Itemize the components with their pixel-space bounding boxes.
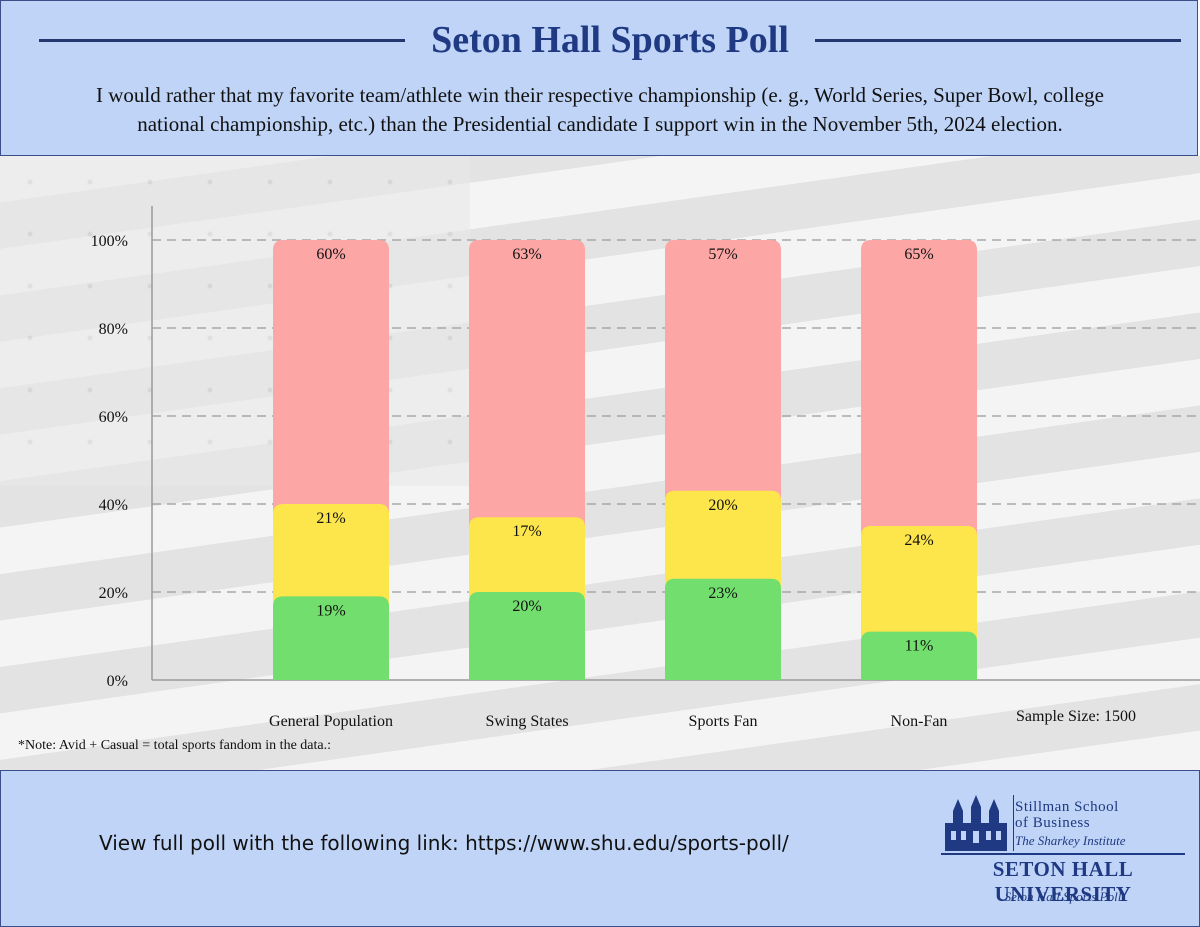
stacked-bar-chart: 0% 20% 40% 60% 80% 100% 19% 21% 60% General Popu… bbox=[91, 206, 1200, 730]
university-logo: Stillman School of Business The Sharkey … bbox=[941, 791, 1191, 921]
data-label: 20% bbox=[708, 497, 737, 514]
data-label: 23% bbox=[708, 585, 737, 602]
title-row: Seton Hall Sports Poll bbox=[39, 15, 1181, 65]
building-icon bbox=[945, 795, 1007, 851]
chart-area: 0% 20% 40% 60% 80% 100% 19% 21% 60% General Popu… bbox=[0, 156, 1200, 770]
data-label: 65% bbox=[904, 246, 933, 263]
flag-background bbox=[0, 156, 470, 486]
sample-size-label: Sample Size: 1500 bbox=[1016, 708, 1136, 725]
y-tick-label: 100% bbox=[91, 233, 128, 250]
data-label: 19% bbox=[316, 602, 345, 619]
y-tick-label: 0% bbox=[107, 673, 128, 690]
poll-question: I would rather that my favorite team/ath… bbox=[11, 81, 1189, 139]
logo-school-line-2: of Business bbox=[1015, 815, 1091, 831]
x-tick-label: Swing States bbox=[485, 713, 568, 730]
footer-panel: View full poll with the following link: … bbox=[0, 770, 1200, 927]
logo-university: SETON HALL UNIVERSITY bbox=[992, 857, 1134, 906]
chart-axes: 0% 20% 40% 60% 80% 100% bbox=[91, 206, 1200, 690]
data-label: 11% bbox=[905, 638, 934, 655]
data-label: 63% bbox=[512, 246, 541, 263]
footnote: *Note: Avid + Casual = total sports fand… bbox=[18, 738, 331, 753]
page-title: Seton Hall Sports Poll bbox=[431, 19, 789, 61]
bar-segment bbox=[665, 578, 781, 680]
header-panel: Seton Hall Sports Poll I would rather th… bbox=[0, 0, 1198, 156]
logo-institute: The Sharkey Institute bbox=[1015, 833, 1126, 848]
bar-segment bbox=[861, 240, 977, 562]
title-rule-right bbox=[814, 38, 1181, 42]
bar-segment bbox=[665, 240, 781, 526]
data-label: 60% bbox=[316, 246, 345, 263]
data-label: 21% bbox=[316, 510, 345, 527]
data-label: 20% bbox=[512, 598, 541, 615]
y-tick-label: 20% bbox=[99, 585, 128, 602]
data-label: 57% bbox=[708, 246, 737, 263]
chart-labels: 19% 21% 60% General Population 20% 17% 63% Swin… bbox=[269, 246, 947, 730]
bar-segment bbox=[273, 596, 389, 680]
poll-question-line-2: national championship, etc.) than the Pr… bbox=[137, 112, 1063, 136]
y-tick-label: 80% bbox=[99, 321, 128, 338]
bar-segment bbox=[273, 240, 389, 540]
x-tick-label: Non-Fan bbox=[891, 713, 948, 730]
data-label: 24% bbox=[904, 532, 933, 549]
bar-segment bbox=[861, 526, 977, 667]
poll-question-line-1: I would rather that my favorite team/ath… bbox=[96, 83, 1104, 107]
y-tick-label: 60% bbox=[99, 409, 128, 426]
chart-grid bbox=[152, 239, 1200, 593]
logo-divider bbox=[1013, 795, 1014, 851]
bar-segment bbox=[469, 592, 585, 680]
logo-school-name: Stillman School of Business bbox=[1015, 799, 1119, 831]
data-label: 17% bbox=[512, 523, 541, 540]
y-tick-label: 40% bbox=[99, 497, 128, 514]
poll-link-text[interactable]: View full poll with the following link: … bbox=[99, 831, 789, 855]
logo-poll-name: Seton Hall Sports Poll bbox=[1004, 889, 1122, 904]
chart-bars bbox=[273, 240, 977, 680]
bar-segment bbox=[469, 240, 585, 553]
x-tick-label: General Population bbox=[269, 713, 393, 730]
bar-segment bbox=[861, 631, 977, 680]
title-rule-left bbox=[39, 38, 406, 42]
logo-school-line-1: Stillman School bbox=[1015, 799, 1119, 815]
logo-rule bbox=[941, 853, 1185, 855]
x-tick-label: Sports Fan bbox=[689, 713, 758, 730]
